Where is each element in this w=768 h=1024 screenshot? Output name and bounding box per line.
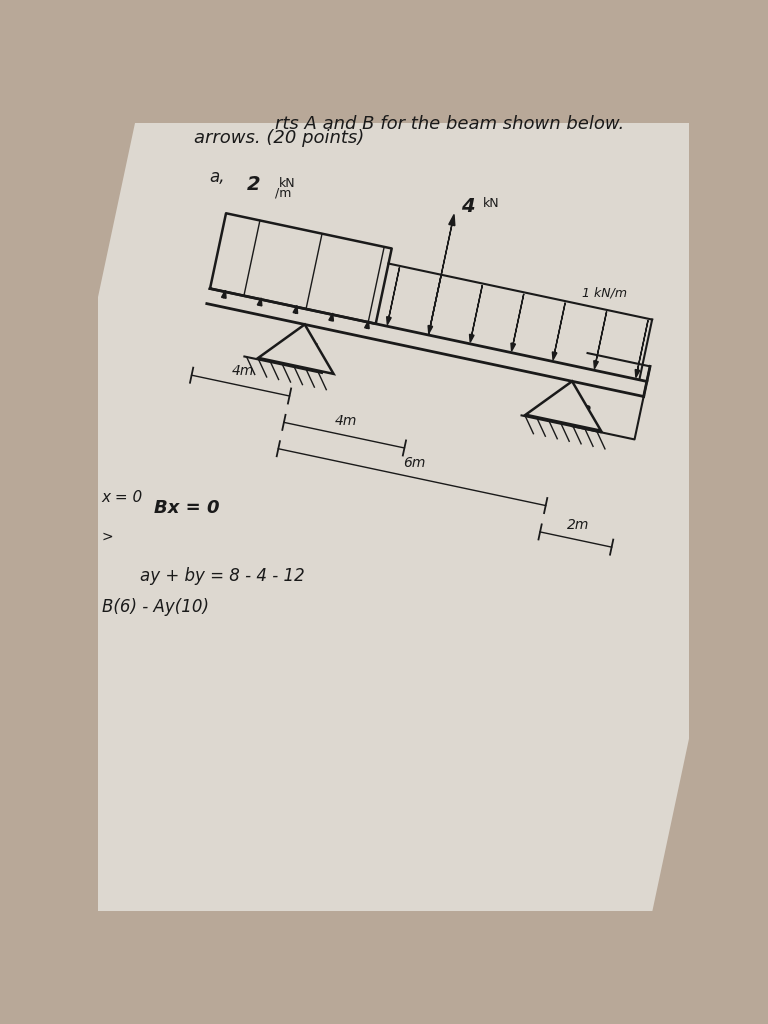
Text: ay + by = 8 - 4 - 12: ay + by = 8 - 4 - 12 [140, 566, 305, 585]
FancyArrow shape [329, 313, 333, 322]
FancyArrow shape [511, 294, 524, 351]
Text: a,: a, [209, 168, 224, 186]
Text: A: A [307, 342, 320, 360]
FancyArrow shape [469, 285, 482, 342]
Text: >: > [101, 530, 113, 544]
FancyArrow shape [221, 290, 226, 298]
Text: kN: kN [483, 197, 500, 210]
Text: 6m: 6m [403, 456, 425, 470]
FancyArrow shape [386, 267, 399, 325]
Text: 2m: 2m [567, 518, 589, 532]
Text: rts A and B for the beam shown below.: rts A and B for the beam shown below. [276, 116, 624, 133]
FancyArrow shape [428, 276, 441, 334]
FancyArrow shape [429, 214, 455, 335]
Polygon shape [258, 325, 333, 374]
Text: /m: /m [275, 186, 292, 200]
FancyArrow shape [635, 321, 648, 378]
Text: 4m: 4m [232, 365, 254, 378]
Text: 2: 2 [247, 175, 260, 195]
FancyArrow shape [594, 311, 607, 369]
Polygon shape [525, 381, 601, 431]
FancyArrow shape [552, 303, 565, 359]
FancyArrow shape [257, 298, 262, 306]
Text: 4: 4 [461, 197, 475, 216]
Text: arrows. (20 points): arrows. (20 points) [194, 129, 364, 147]
Text: kN: kN [279, 177, 296, 190]
FancyArrow shape [365, 321, 369, 329]
Text: 1 kN/m: 1 kN/m [582, 287, 627, 300]
Text: B: B [578, 404, 591, 422]
Text: B(6) - Ay(10): B(6) - Ay(10) [102, 598, 209, 616]
FancyArrow shape [293, 305, 298, 313]
Text: x = 0: x = 0 [101, 489, 143, 505]
Text: 4m: 4m [335, 414, 358, 428]
Text: Bx = 0: Bx = 0 [154, 499, 220, 517]
